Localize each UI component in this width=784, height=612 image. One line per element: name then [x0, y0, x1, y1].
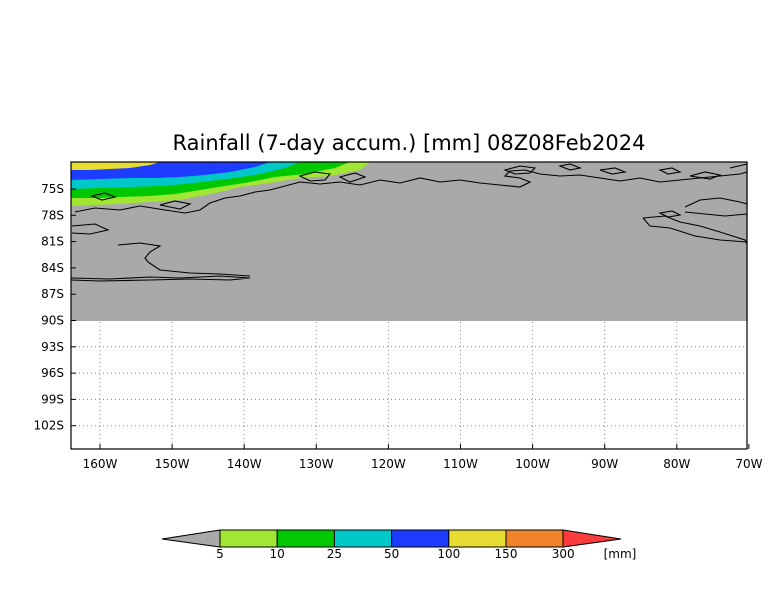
- legend-tick-label: 10: [270, 547, 285, 561]
- map-plot-area: [70, 161, 748, 450]
- rainfall-shading: [71, 162, 370, 206]
- latitude-labels: 75S 78S 81S 84S 87S 90S 93S 96S 99S 102S: [33, 182, 76, 433]
- legend-tick-label: 5: [216, 547, 224, 561]
- lat-label: 96S: [41, 366, 64, 380]
- legend-tick-label: 50: [384, 547, 399, 561]
- lat-label: 102S: [33, 419, 64, 433]
- lat-label: 93S: [41, 340, 64, 354]
- lat-label: 84S: [41, 261, 64, 275]
- legend-unit-label: [mm]: [604, 547, 637, 561]
- map-title: Rainfall (7-day accum.) [mm] 08Z08Feb202…: [173, 131, 646, 155]
- legend-tick-labels: 5 10 25 50 100 150 300: [216, 547, 574, 561]
- legend-color-bin: [505, 529, 564, 548]
- legend-tick-label: 300: [552, 547, 575, 561]
- lat-label: 87S: [41, 287, 64, 301]
- lon-label: 150W: [155, 457, 190, 471]
- legend-color-bin: [391, 529, 450, 548]
- legend-color-bin: [276, 529, 335, 548]
- legend-color-bins: [219, 529, 564, 548]
- lon-label: 80W: [663, 457, 690, 471]
- lat-label: 90S: [41, 314, 64, 328]
- legend-color-bin: [333, 529, 393, 548]
- legend-above-triangle: [562, 529, 622, 548]
- rain-band-100-150: [71, 162, 160, 170]
- legend-tick-label: 150: [495, 547, 518, 561]
- longitude-labels: 160W 150W 140W 130W 120W 110W 100W 90W 80W 70W: [83, 444, 763, 471]
- lon-label: 120W: [371, 457, 406, 471]
- legend-color-bin: [448, 529, 507, 548]
- legend-tick-label: 25: [327, 547, 342, 561]
- lon-label: 90W: [591, 457, 618, 471]
- color-legend: 5 10 25 50 100 150 300 [mm]: [161, 529, 637, 561]
- lon-label: 140W: [227, 457, 262, 471]
- legend-tick-label: 100: [437, 547, 460, 561]
- lat-label: 99S: [41, 392, 64, 406]
- plot-frame: [70, 161, 748, 450]
- lon-label: 70W: [735, 457, 762, 471]
- legend-color-bin: [219, 529, 278, 548]
- lon-label: 110W: [443, 457, 478, 471]
- lat-label: 81S: [41, 235, 64, 249]
- lon-label: 130W: [299, 457, 334, 471]
- lon-label: 100W: [515, 457, 550, 471]
- map-gridlines: [71, 322, 747, 449]
- lat-label: 78S: [41, 208, 64, 222]
- lat-label: 75S: [41, 182, 64, 196]
- legend-below-triangle: [161, 529, 221, 548]
- lon-label: 160W: [83, 457, 118, 471]
